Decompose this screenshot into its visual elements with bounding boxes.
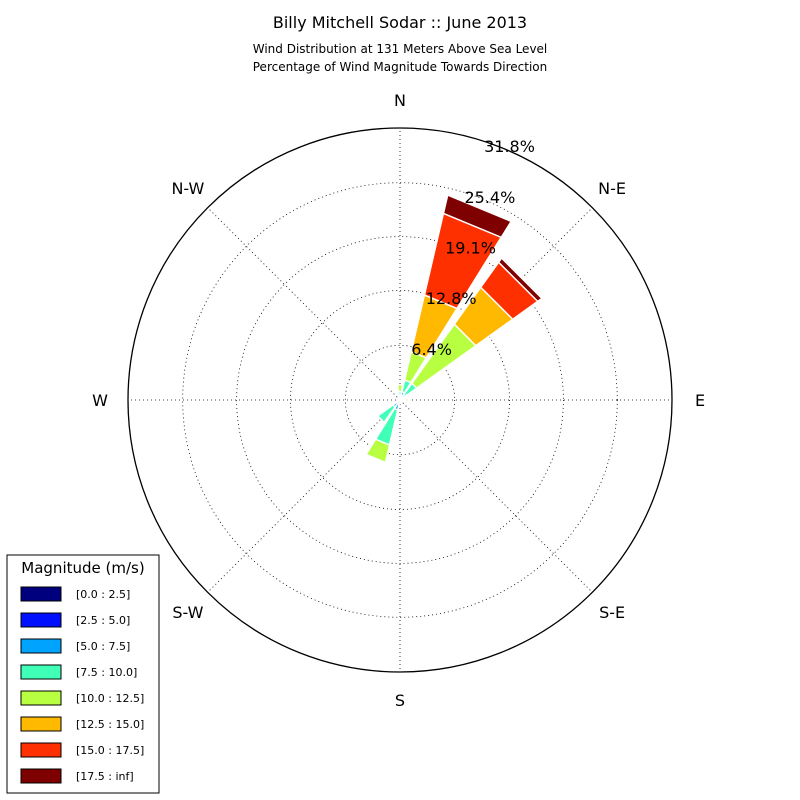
legend-label-3: [5.0 : 7.5] [76, 640, 130, 653]
radial-tick-label-1: 6.4% [411, 340, 452, 359]
chart-title: Billy Mitchell Sodar :: June 2013 [273, 13, 527, 32]
bar-ne-bin-5 [399, 323, 477, 401]
grid-ring-2 [290, 290, 510, 510]
legend-swatch-7 [20, 742, 62, 758]
direction-label-s-e: S-E [599, 603, 625, 622]
direction-label-n-e: N-E [598, 179, 626, 198]
legend-label-4: [7.5 : 10.0] [76, 666, 137, 679]
direction-label-n-w: N-W [171, 179, 204, 198]
radial-tick-label-5: 31.8% [484, 137, 535, 156]
radial-tick-labels: 6.4% 12.8% 19.1% 25.4% 31.8% [411, 137, 535, 359]
radial-tick-label-4: 25.4% [464, 188, 515, 207]
legend-label-5: [10.0 : 12.5] [76, 692, 144, 705]
chart-subtitle-line1: Wind Distribution at 131 Meters Above Se… [253, 42, 548, 56]
grid-ring-4 [182, 182, 618, 618]
legend-swatch-6 [20, 716, 62, 732]
legend-swatch-4 [20, 664, 62, 680]
legend-swatch-2 [20, 612, 62, 628]
grid-spoke-s-w [207, 399, 401, 593]
direction-label-s-w: S-W [172, 603, 203, 622]
wind-bars [364, 194, 544, 464]
direction-label-s: S [395, 691, 405, 710]
legend-swatch-5 [20, 690, 62, 706]
grid-spoke-s-e [399, 399, 593, 593]
legend-label-1: [0.0 : 2.5] [76, 588, 130, 601]
legend-label-2: [2.5 : 5.0] [76, 614, 130, 627]
polar-grid [128, 128, 672, 672]
bar-ssw-bin-4 [374, 399, 401, 447]
legend-title: Magnitude (m/s) [21, 559, 144, 577]
legend-label-7: [15.0 : 17.5] [76, 744, 144, 757]
legend: Magnitude (m/s) [0.0 : 2.5] [2.5 : 5.0] [5… [6, 554, 160, 794]
direction-labels: N N-E E S-E S S-W W N-W [92, 91, 705, 710]
legend-label-6: [12.5 : 15.0] [76, 718, 144, 731]
radial-tick-label-3: 19.1% [445, 239, 496, 258]
grid-ring-1 [344, 344, 456, 456]
legend-label-8: [17.5 : inf] [76, 770, 134, 783]
direction-label-w: W [92, 391, 108, 410]
chart-subtitle-line2: Percentage of Wind Magnitude Towards Dir… [253, 60, 547, 74]
polar-frame [127, 127, 673, 673]
direction-label-e: E [695, 391, 705, 410]
legend-swatch-8 [20, 768, 62, 784]
grid-ring-3 [236, 236, 564, 564]
direction-label-n: N [394, 91, 406, 110]
legend-swatch-3 [20, 638, 62, 654]
grid-spoke-n-w [207, 207, 401, 401]
radial-tick-label-2: 12.8% [426, 289, 477, 308]
legend-swatch-1 [20, 586, 62, 602]
bar-nnw-bin-2 [398, 398, 401, 401]
